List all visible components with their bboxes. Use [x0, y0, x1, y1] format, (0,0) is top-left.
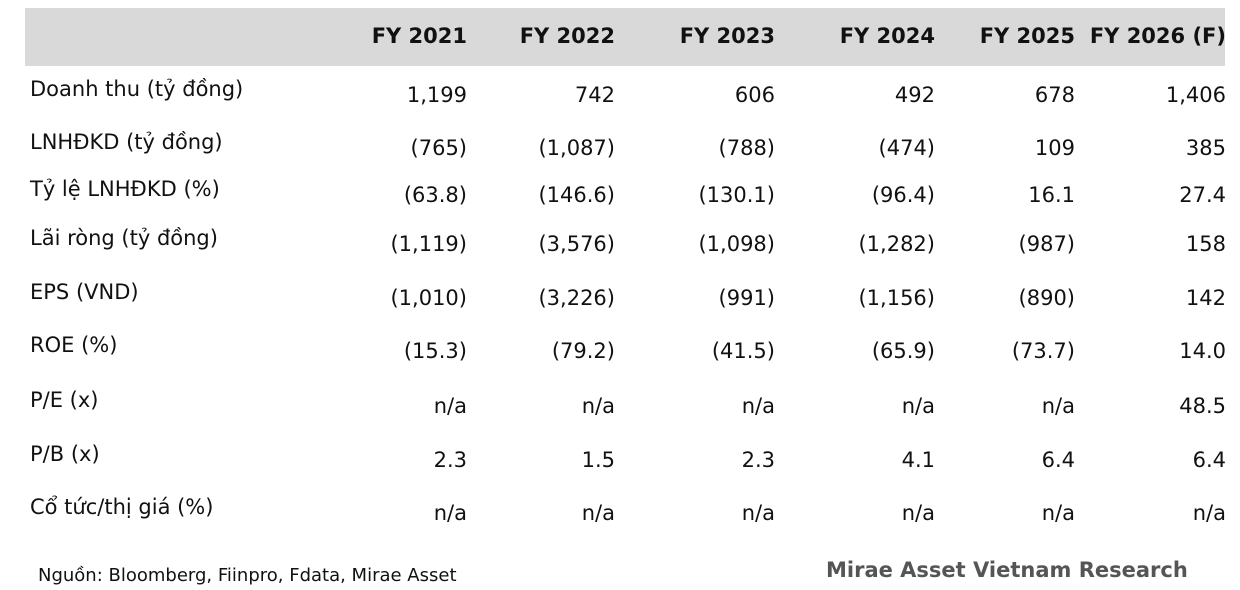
cell-value: n/a: [581, 501, 615, 525]
cell-value: n/a: [741, 394, 775, 418]
cell-value: (1,098): [698, 232, 775, 256]
cell-value: (765): [410, 136, 467, 160]
row-label: ROE (%): [30, 333, 118, 357]
cell-value: n/a: [581, 394, 615, 418]
cell-value: (1,282): [858, 232, 935, 256]
cell-value: (63.8): [403, 183, 467, 207]
cell-value: 2.3: [741, 448, 775, 472]
cell-value: 492: [894, 83, 935, 107]
cell-value: (1,087): [538, 136, 615, 160]
cell-value: 14.0: [1179, 339, 1226, 363]
cell-value: (890): [1018, 286, 1075, 310]
row-label: Cổ tức/thị giá (%): [30, 495, 214, 519]
column-header: FY 2024: [839, 24, 935, 48]
cell-value: 109: [1034, 136, 1075, 160]
row-label: EPS (VND): [30, 280, 139, 304]
cell-value: 1,406: [1165, 83, 1226, 107]
cell-value: n/a: [1041, 394, 1075, 418]
cell-value: n/a: [901, 501, 935, 525]
cell-value: (65.9): [871, 339, 935, 363]
cell-value: 142: [1185, 286, 1226, 310]
cell-value: (146.6): [538, 183, 615, 207]
cell-value: n/a: [433, 501, 467, 525]
cell-value: (79.2): [551, 339, 615, 363]
cell-value: 6.4: [1192, 448, 1226, 472]
row-label: Doanh thu (tỷ đồng): [30, 77, 244, 101]
cell-value: 48.5: [1179, 394, 1226, 418]
column-header: FY 2025: [979, 24, 1075, 48]
cell-value: 1,199: [406, 83, 467, 107]
cell-value: (788): [718, 136, 775, 160]
cell-value: 4.1: [901, 448, 935, 472]
row-label: LNHĐKD (tỷ đồng): [30, 130, 223, 154]
cell-value: 2.3: [433, 448, 467, 472]
cell-value: 606: [734, 83, 775, 107]
header-band: [25, 8, 1225, 66]
cell-value: 678: [1034, 83, 1075, 107]
cell-value: (73.7): [1011, 339, 1075, 363]
cell-value: n/a: [901, 394, 935, 418]
column-header: FY 2026 (F): [1089, 24, 1226, 48]
row-label: Tỷ lệ LNHĐKD (%): [30, 177, 220, 201]
cell-value: (3,226): [538, 286, 615, 310]
row-label: Lãi ròng (tỷ đồng): [30, 226, 218, 250]
cell-value: (41.5): [711, 339, 775, 363]
cell-value: (130.1): [698, 183, 775, 207]
cell-value: 385: [1185, 136, 1226, 160]
cell-value: (96.4): [871, 183, 935, 207]
cell-value: 27.4: [1179, 183, 1226, 207]
cell-value: n/a: [433, 394, 467, 418]
source-note: Nguồn: Bloomberg, Fiinpro, Fdata, Mirae …: [38, 565, 457, 586]
cell-value: n/a: [741, 501, 775, 525]
cell-value: (991): [718, 286, 775, 310]
cell-value: 742: [574, 83, 615, 107]
column-header: FY 2023: [679, 24, 775, 48]
cell-value: n/a: [1041, 501, 1075, 525]
cell-value: (474): [878, 136, 935, 160]
cell-value: (1,156): [858, 286, 935, 310]
cell-value: 6.4: [1041, 448, 1075, 472]
row-label: P/E (x): [30, 388, 99, 412]
cell-value: (15.3): [403, 339, 467, 363]
column-header: FY 2021: [371, 24, 467, 48]
brand-label: Mirae Asset Vietnam Research: [826, 558, 1188, 582]
cell-value: (3,576): [538, 232, 615, 256]
cell-value: (987): [1018, 232, 1075, 256]
cell-value: 16.1: [1028, 183, 1075, 207]
row-label: P/B (x): [30, 442, 100, 466]
column-header: FY 2022: [519, 24, 615, 48]
cell-value: n/a: [1192, 501, 1226, 525]
cell-value: (1,010): [390, 286, 467, 310]
cell-value: 158: [1185, 232, 1226, 256]
cell-value: 1.5: [581, 448, 615, 472]
cell-value: (1,119): [390, 232, 467, 256]
